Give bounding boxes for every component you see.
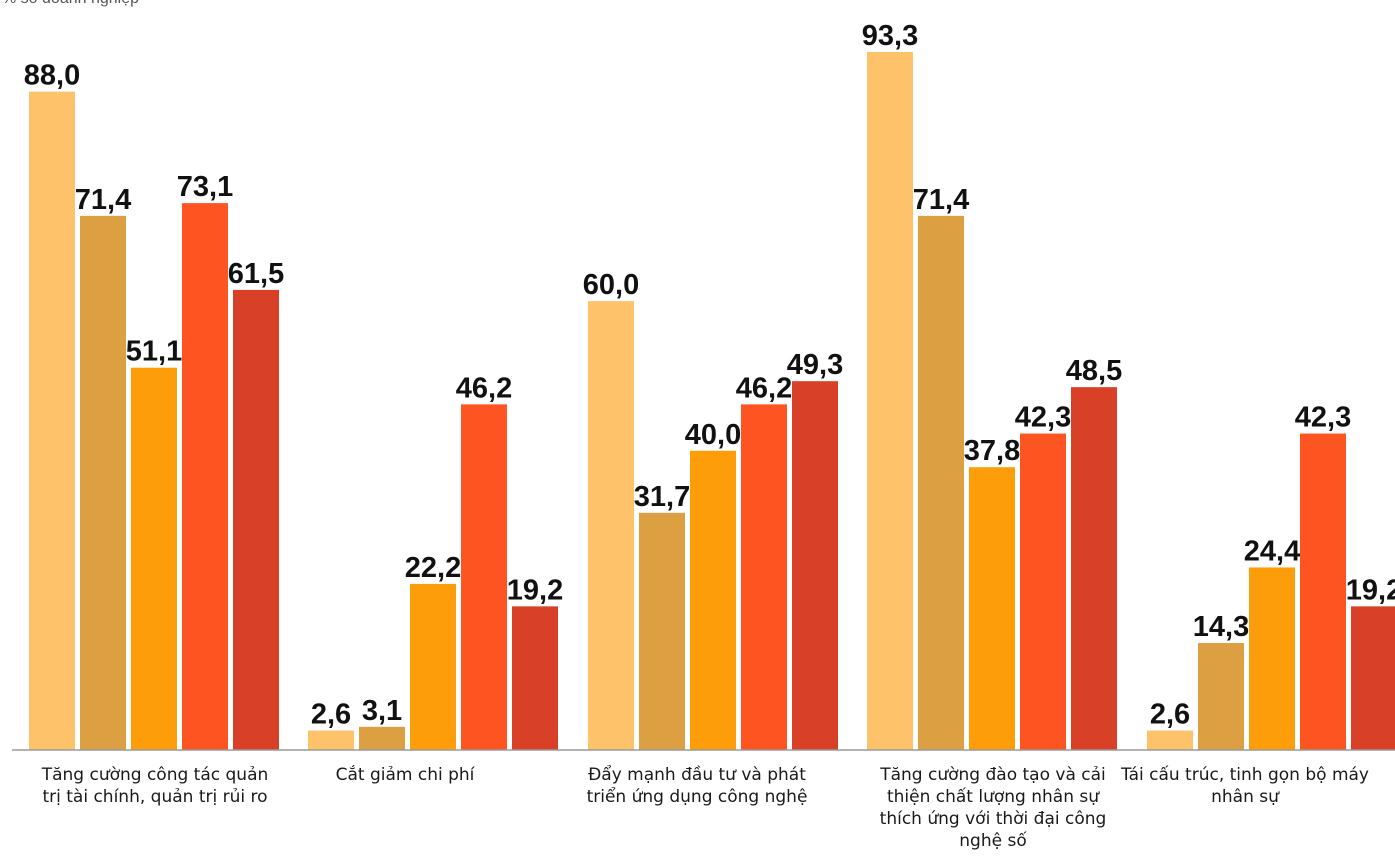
bar-4-2 (1249, 567, 1295, 750)
value-label-0-0: 88,0 (24, 60, 80, 92)
value-label-3-2: 37,8 (964, 435, 1020, 467)
bar-1-2 (410, 583, 456, 750)
value-label-3-1: 71,4 (913, 184, 969, 216)
value-label-4-1: 14,3 (1193, 611, 1249, 643)
y-unit-label: % số doanh nghiệp (2, 0, 139, 8)
bar-1-4 (512, 606, 558, 750)
bar-4-3 (1300, 433, 1346, 750)
bar-2-0 (588, 301, 634, 750)
value-label-1-3: 46,2 (456, 372, 512, 404)
bar-2-4 (792, 381, 838, 750)
bar-3-1 (918, 215, 964, 750)
bar-0-1 (80, 215, 126, 750)
value-label-4-0: 2,6 (1150, 699, 1190, 731)
bar-2-3 (741, 404, 787, 750)
value-label-4-3: 42,3 (1295, 402, 1351, 434)
bar-3-3 (1020, 433, 1066, 750)
value-label-3-0: 93,3 (862, 20, 918, 52)
value-label-1-2: 22,2 (405, 552, 461, 584)
bar-4-0 (1147, 730, 1193, 750)
bar-4-4 (1351, 606, 1395, 750)
value-label-0-4: 61,5 (228, 258, 284, 290)
bar-3-0 (867, 52, 913, 750)
bar-2-1 (639, 512, 685, 750)
value-label-0-2: 51,1 (126, 336, 182, 368)
bar-0-0 (29, 91, 75, 751)
value-label-3-3: 42,3 (1015, 402, 1071, 434)
value-label-2-1: 31,7 (634, 481, 690, 513)
bar-0-4 (233, 289, 279, 750)
bar-1-0 (308, 730, 354, 750)
value-label-0-3: 73,1 (177, 171, 233, 203)
value-label-3-4: 48,5 (1066, 355, 1122, 387)
category-label-1: Cắt giảm chi phí (335, 765, 475, 785)
bar-3-2 (969, 467, 1015, 750)
category-label-0: Tăng cường công tác quản trị tài chính, … (41, 765, 269, 807)
value-label-2-2: 40,0 (685, 419, 741, 451)
value-label-2-0: 60,0 (583, 269, 639, 301)
value-label-4-2: 24,4 (1244, 535, 1300, 567)
value-label-1-0: 2,6 (311, 699, 351, 731)
bar-2-2 (690, 450, 736, 750)
value-label-4-4: 19,2 (1346, 574, 1395, 606)
bar-0-2 (131, 367, 177, 750)
bar-0-3 (182, 203, 228, 751)
category-label-4: Tái cấu trúc, tinh gọn bộ máy nhân sự (1121, 765, 1369, 807)
value-label-2-4: 49,3 (787, 349, 843, 381)
bar-4-1 (1198, 643, 1244, 750)
value-label-2-3: 46,2 (736, 372, 792, 404)
category-label-3: Tăng cường đào tạo và cải thiện chất lượ… (879, 765, 1107, 851)
category-label-2: Đẩy mạnh đầu tư và phát triển ứng dụng c… (586, 765, 808, 807)
value-label-0-1: 71,4 (75, 184, 131, 216)
bar-1-3 (461, 404, 507, 750)
value-label-1-4: 19,2 (507, 574, 563, 606)
bar-3-4 (1071, 387, 1117, 750)
value-label-1-1: 3,1 (362, 695, 402, 727)
bar-1-1 (359, 726, 405, 750)
